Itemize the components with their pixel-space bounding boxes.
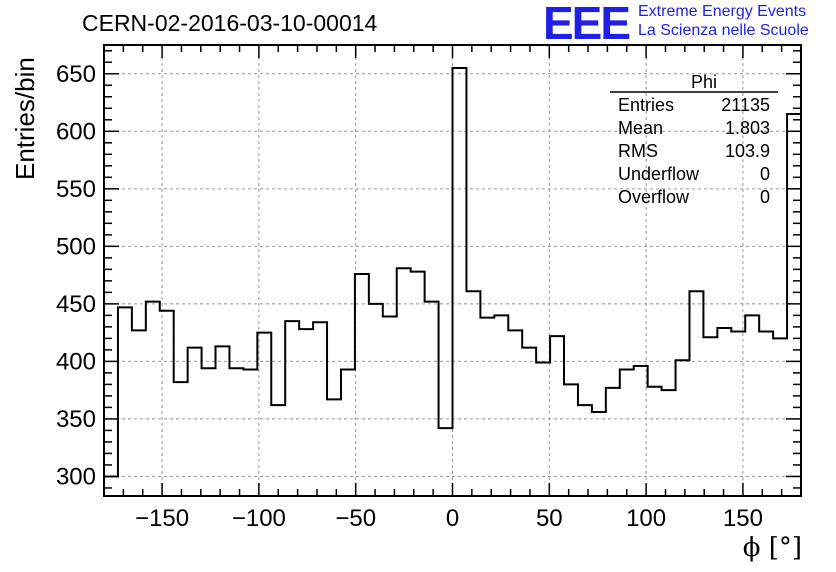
x-tick-label: 50 <box>536 505 563 532</box>
y-tick-label: 600 <box>56 118 96 145</box>
logo-caption: Extreme Energy Events La Scienza nelle S… <box>638 2 809 40</box>
y-tick-label: 500 <box>56 233 96 260</box>
stats-value: 103.9 <box>725 141 770 161</box>
logo-caption-line2: La Scienza nelle Scuole <box>638 22 809 39</box>
stats-value: 1.803 <box>725 118 770 138</box>
stats-value: 21135 <box>721 95 770 115</box>
stats-label: Entries <box>618 95 674 115</box>
y-tick-label: 300 <box>56 463 96 490</box>
stats-value: 0 <box>760 164 770 184</box>
x-tick-label: 0 <box>446 505 459 532</box>
logo-caption-line1: Extreme Energy Events <box>638 3 807 20</box>
y-tick-label: 550 <box>56 176 96 203</box>
x-tick-label: −100 <box>232 505 286 532</box>
y-tick-label: 350 <box>56 406 96 433</box>
y-tick-label: 650 <box>56 61 96 88</box>
y-tick-label: 400 <box>56 348 96 375</box>
x-tick-label: −150 <box>135 505 189 532</box>
x-tick-label: 100 <box>626 505 666 532</box>
stats-label: RMS <box>618 141 658 161</box>
stats-label: Underflow <box>618 164 700 184</box>
stats-title: Phi <box>691 72 717 92</box>
axis-ticks: −150 −100 −50 0 50 100 150 300 350 400 450 500 550 60… <box>56 45 802 532</box>
x-axis-title: ϕ [°] <box>742 533 802 563</box>
stats-box: Phi Entries 21135 Mean 1.803 RMS 103.9 Underflo… <box>610 72 778 207</box>
stats-label: Overflow <box>618 187 690 207</box>
run-title: CERN-02-2016-03-10-00014 <box>82 10 378 36</box>
stats-label: Mean <box>618 118 663 138</box>
eee-logo: EEE <box>543 0 631 49</box>
stats-value: 0 <box>760 187 770 207</box>
y-tick-label: 450 <box>56 291 96 318</box>
x-tick-label: −50 <box>335 505 376 532</box>
x-tick-label: 150 <box>723 505 763 532</box>
histogram-line <box>103 67 802 496</box>
